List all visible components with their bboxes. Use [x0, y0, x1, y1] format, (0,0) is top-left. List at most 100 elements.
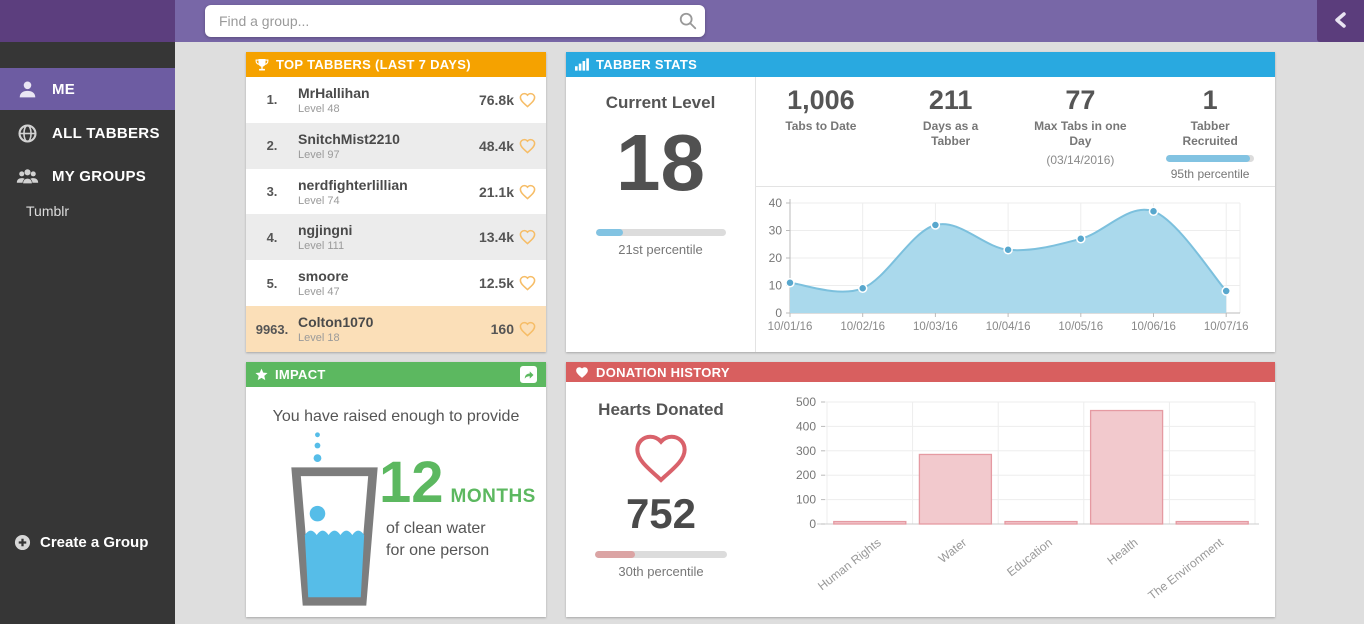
- tabber-name: ngjingni: [298, 222, 353, 239]
- svg-text:10/01/16: 10/01/16: [768, 321, 813, 333]
- tabber-row[interactable]: 4. ngjingni Level 111 13.4k: [246, 214, 546, 261]
- stat-value: 77: [1065, 85, 1096, 115]
- svg-text:10/05/16: 10/05/16: [1058, 321, 1103, 333]
- tabber-name: SnitchMist2210: [298, 130, 400, 147]
- stat-sublabel: (03/14/2016): [1046, 153, 1115, 167]
- current-level-value: 18: [616, 118, 705, 207]
- level-percentile: 21st percentile: [618, 242, 703, 257]
- search-input[interactable]: [205, 13, 671, 29]
- stat-value: 211: [928, 85, 973, 115]
- hearts-donated-label: Hearts Donated: [598, 400, 724, 419]
- rank: 3.: [266, 184, 278, 200]
- sidebar-group-link-tumblr[interactable]: Tumblr: [26, 203, 70, 219]
- hearts-donated-section: Hearts Donated 752 30th percentile: [566, 382, 756, 617]
- impact-unit: MONTHS: [450, 486, 536, 507]
- globe-icon: [14, 123, 40, 144]
- users-icon: [14, 166, 40, 187]
- stat-days-as-tabber: 211 Days as a Tabber: [886, 77, 1016, 186]
- tabber-row[interactable]: 2. SnitchMist2210 Level 97 48.4k: [246, 122, 546, 169]
- tabber-row[interactable]: 5. smoore Level 47 12.5k: [246, 260, 546, 306]
- search-icon[interactable]: [671, 11, 705, 31]
- heart-outline-icon: [519, 138, 536, 154]
- topbar: [0, 0, 1364, 42]
- tabber-level: Level 48: [298, 102, 340, 115]
- svg-text:40: 40: [769, 196, 783, 210]
- top-tabbers-title: TOP TABBERS (LAST 7 DAYS): [276, 57, 471, 72]
- rank: 5.: [266, 275, 278, 291]
- svg-text:10/03/16: 10/03/16: [913, 321, 958, 333]
- heart-outline-icon: [519, 229, 536, 246]
- tabber-score: 13.4k: [478, 229, 514, 246]
- bar-chart-icon: [575, 58, 589, 71]
- svg-text:The Environment: The Environment: [1145, 535, 1226, 603]
- stat-percentile: 95th percentile: [1170, 167, 1250, 181]
- heart-outline-icon: [519, 275, 536, 291]
- svg-text:30: 30: [769, 224, 783, 238]
- create-group-button[interactable]: Create a Group: [14, 534, 148, 551]
- top-tabbers-list: 1. MrHallihan Level 48 76.8k 2. SnitchMis…: [246, 77, 546, 352]
- group-search: [205, 5, 705, 37]
- tabs-per-day-chart: 0 10 20 30 40 10/01/16 10/02/16 10/03/16 10/04/1…: [768, 196, 1249, 333]
- svg-text:0: 0: [775, 306, 782, 320]
- current-level-label: Current Level: [605, 93, 716, 112]
- hearts-percentile: 30th percentile: [618, 564, 704, 579]
- chevron-left-icon: [1328, 7, 1354, 36]
- sidebar-item-me[interactable]: ME: [0, 68, 175, 110]
- impact-panel: IMPACT You have raised enough to provide…: [246, 362, 546, 617]
- tabber-level: Level 47: [298, 286, 340, 299]
- sidebar-item-my-groups[interactable]: MY GROUPS: [0, 155, 175, 197]
- tabber-row[interactable]: 3. nerdfighterlillian Level 74 21.1k: [246, 169, 546, 215]
- rank: 9963.: [255, 321, 289, 337]
- trophy-icon: [255, 58, 269, 72]
- stat-label: Max Tabs in one Day: [1034, 119, 1127, 148]
- svg-text:Education: Education: [1004, 535, 1055, 579]
- top-tabbers-panel: TOP TABBERS (LAST 7 DAYS) 1. MrHallihan L…: [246, 52, 546, 352]
- tabber-stats-header: TABBER STATS: [566, 52, 1275, 77]
- tabber-score: 12.5k: [478, 275, 514, 292]
- svg-text:100: 100: [796, 493, 816, 507]
- rank: 1.: [266, 92, 278, 108]
- svg-text:10/04/16: 10/04/16: [986, 321, 1031, 333]
- tabber-row-current-user[interactable]: 9963. Colton1070 Level 18 160: [246, 306, 546, 352]
- stat-label: Days as a Tabber: [922, 119, 979, 148]
- svg-text:Human Rights: Human Rights: [815, 535, 884, 593]
- svg-text:10/02/16: 10/02/16: [840, 321, 885, 333]
- tabber-row[interactable]: 1. MrHallihan Level 48 76.8k: [246, 77, 546, 123]
- svg-text:20: 20: [769, 251, 783, 265]
- impact-title: IMPACT: [275, 367, 326, 382]
- topbar-sidebar-header: [0, 0, 175, 42]
- recruited-progress-bar: [1166, 155, 1255, 162]
- heart-outline-icon: [519, 92, 536, 108]
- share-arrow-icon[interactable]: [520, 366, 537, 383]
- sidebar-item-all-tabbers[interactable]: ALL TABBERS: [0, 112, 175, 154]
- level-progress-bar: [595, 229, 726, 236]
- svg-text:0: 0: [809, 517, 816, 531]
- collapse-panel-button[interactable]: [1317, 0, 1364, 42]
- tabber-level: Level 111: [298, 240, 345, 253]
- tabber-stats-title: TABBER STATS: [596, 57, 698, 72]
- stat-tabbers-recruited: 1 Tabber Recruited 95th percentile: [1145, 77, 1275, 186]
- tabber-stats-panel: TABBER STATS Current Level 18 21st perce…: [566, 52, 1275, 352]
- star-icon: [255, 368, 268, 381]
- tabber-name: Colton1070: [298, 314, 374, 331]
- impact-amount: 12: [379, 450, 444, 515]
- svg-text:Water: Water: [936, 535, 969, 565]
- tabber-level: Level 18: [298, 332, 340, 345]
- current-level-section: Current Level 18 21st percentile: [566, 77, 756, 352]
- svg-text:Health: Health: [1104, 535, 1140, 567]
- tabber-score: 160: [490, 321, 514, 338]
- sidebar: ME ALL TABBERS MY GROUPS Tumblr Create a…: [0, 42, 175, 624]
- svg-text:400: 400: [796, 419, 816, 433]
- svg-text:300: 300: [796, 444, 816, 458]
- impact-header: IMPACT: [246, 362, 546, 387]
- rank: 4.: [266, 229, 278, 245]
- hearts-by-cause-chart: 0 100 200 300 400 500 Human Rights Water Educati…: [796, 395, 1259, 603]
- plus-circle-icon: [14, 534, 31, 551]
- heart-outline-icon: [519, 321, 536, 337]
- donation-title: DONATION HISTORY: [596, 364, 730, 380]
- tabber-score: 48.4k: [478, 137, 514, 154]
- heart-icon: [575, 366, 589, 379]
- sidebar-item-label: ME: [52, 80, 76, 98]
- stat-value: 1: [1202, 85, 1218, 115]
- tabber-name: MrHallihan: [298, 84, 370, 101]
